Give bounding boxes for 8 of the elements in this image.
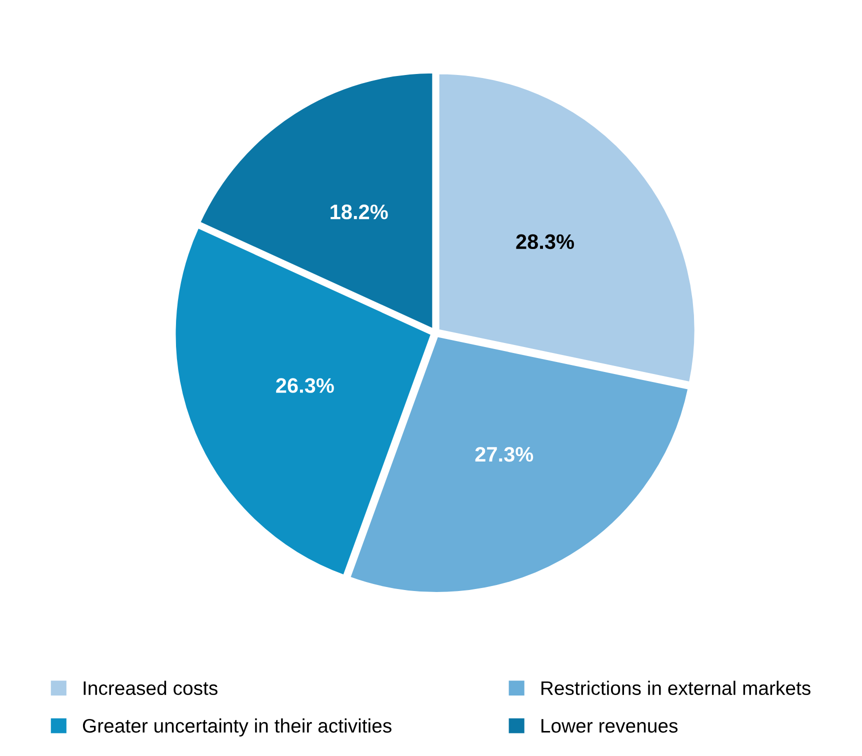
data-label: 18.2%: [330, 204, 388, 220]
legend-label: Restrictions in external markets: [542, 680, 810, 696]
data-label: 27.3%: [475, 446, 534, 462]
legend-label: Lower revenues: [542, 719, 678, 733]
legend-label: Increased costs: [84, 680, 218, 696]
data-label: 26.3%: [276, 378, 334, 393]
legend-label: Greater uncertainty in their activities: [82, 718, 392, 737]
data-label: 28.3%: [516, 234, 574, 250]
